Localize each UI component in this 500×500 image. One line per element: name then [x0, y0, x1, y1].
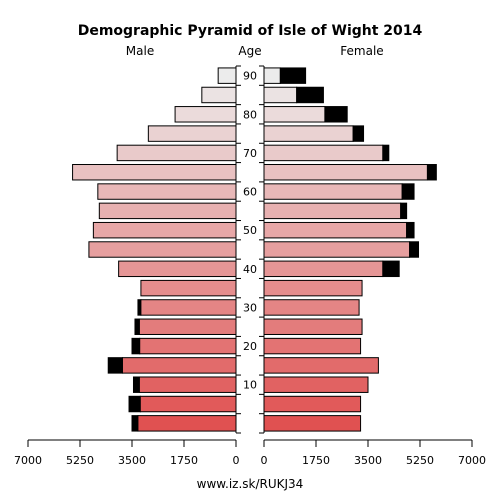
female-bar — [263, 183, 403, 200]
age-tick-label: 30 — [243, 301, 257, 314]
bars-group — [72, 67, 437, 432]
male-bar — [118, 260, 237, 278]
female-bar — [263, 260, 384, 278]
male-excess-bar — [134, 318, 140, 335]
female-excess-bar — [406, 221, 415, 239]
male-x-tick-label: 5250 — [66, 454, 94, 467]
female-bar — [263, 279, 363, 297]
female-excess-bar — [382, 144, 390, 162]
male-x-tick-label: 7000 — [14, 454, 42, 467]
female-bar — [263, 144, 384, 162]
female-excess-bar — [279, 67, 307, 84]
female-label: Female — [340, 44, 383, 58]
age-tick-label: 40 — [243, 263, 257, 276]
age-label: Age — [238, 44, 261, 58]
source-label: www.iz.sk/RUKJ34 — [197, 477, 304, 491]
male-bar — [138, 376, 237, 393]
female-bar — [263, 106, 326, 123]
male-label: Male — [126, 44, 154, 58]
male-bar — [140, 279, 237, 297]
female-x-tick-label: 3500 — [354, 454, 382, 467]
female-excess-bar — [409, 241, 420, 258]
male-excess-bar — [131, 415, 139, 432]
female-excess-bar — [426, 164, 437, 181]
male-x-tick-label: 1750 — [170, 454, 198, 467]
male-bar — [88, 241, 237, 258]
female-bar — [263, 395, 362, 413]
male-excess-bar — [131, 337, 141, 355]
male-bar — [217, 67, 237, 84]
male-excess-bar — [128, 395, 141, 413]
male-excess-bar — [132, 376, 140, 393]
male-bar — [98, 202, 237, 220]
male-bar — [137, 415, 237, 432]
female-bar — [263, 318, 363, 335]
female-bar — [263, 202, 402, 220]
male-bar — [139, 337, 237, 355]
female-bar — [263, 125, 354, 142]
female-x-tick-label: 7000 — [458, 454, 486, 467]
age-tick-label: 50 — [243, 224, 257, 237]
age-tick-label: 80 — [243, 108, 257, 121]
axes-group: 10 20 30 40 50 60 70 80 90 0 0 1750 1750 3500 3500 5250… — [14, 65, 486, 467]
male-bar — [92, 221, 237, 239]
female-bar — [263, 164, 428, 181]
male-bar — [72, 164, 237, 181]
female-bar — [263, 67, 281, 84]
female-bar — [263, 415, 362, 432]
female-x-tick-label: 1750 — [302, 454, 330, 467]
female-excess-bar — [400, 202, 408, 220]
female-excess-bar — [296, 86, 324, 104]
female-excess-bar — [352, 125, 365, 142]
male-bar — [147, 125, 237, 142]
age-tick-label: 10 — [243, 379, 257, 392]
age-tick-label: 90 — [243, 70, 257, 83]
male-bar — [121, 357, 237, 374]
male-bar — [116, 144, 237, 162]
female-bar — [263, 86, 298, 104]
male-x-tick-label: 3500 — [118, 454, 146, 467]
female-bar — [263, 221, 408, 239]
male-bar — [174, 106, 237, 123]
female-bar — [263, 376, 369, 393]
male-excess-bar — [107, 357, 123, 374]
female-bar — [263, 299, 360, 316]
female-x-tick-label: 0 — [261, 454, 268, 467]
age-tick-label: 20 — [243, 340, 257, 353]
male-x-tick-label: 0 — [233, 454, 240, 467]
male-bar — [201, 86, 237, 104]
male-bar — [138, 318, 237, 335]
male-bar — [139, 395, 237, 413]
female-bar — [263, 357, 379, 374]
chart-title: Demographic Pyramid of Isle of Wight 201… — [78, 23, 423, 39]
female-bar — [263, 337, 362, 355]
male-bar — [97, 183, 237, 200]
age-tick-label: 70 — [243, 147, 257, 160]
female-excess-bar — [382, 260, 400, 278]
female-excess-bar — [401, 183, 415, 200]
age-tick-label: 60 — [243, 186, 257, 199]
female-excess-bar — [324, 106, 348, 123]
female-bar — [263, 241, 411, 258]
male-bar — [140, 299, 237, 316]
female-x-tick-label: 5250 — [406, 454, 434, 467]
